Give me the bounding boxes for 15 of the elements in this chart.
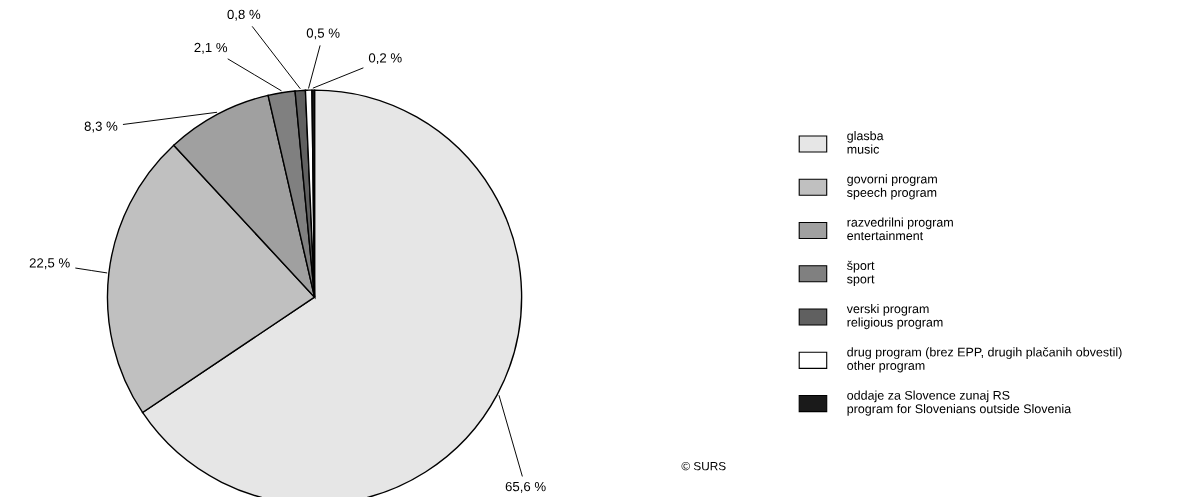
data-label: 0,2 % [368,53,402,65]
legend-label: verski program religious program [846,304,943,330]
data-label: 0,8 % [227,9,261,21]
legend-label: drug program (brez EPP, drugih plačanih obvestil) other program [847,347,1122,373]
data-label: 8,3 % [84,121,118,133]
legend-label: šport sport [847,260,875,286]
legend-label: oddaje za Slovence zunaj RS program for Slovenians outside Slovenia [847,390,1072,416]
data-label: 2,1 % [194,42,228,54]
legend-label: govorni program speech program [847,174,937,200]
data-label: 0,5 % [306,28,340,40]
data-label: 22,5 % [29,258,70,270]
legend-label: glasba music [847,131,884,154]
legend-label: razvedrilni program entertainment [847,217,953,241]
data-label: 65,6 % [505,481,546,493]
text: © SURS [681,461,726,471]
